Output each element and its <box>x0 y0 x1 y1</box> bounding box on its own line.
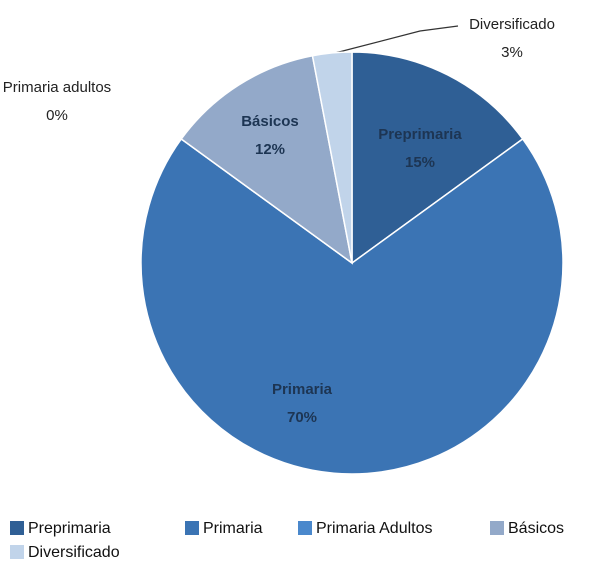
slice-value: 0% <box>46 107 68 124</box>
legend-label: Básicos <box>508 520 564 537</box>
slice-label: Básicos <box>241 113 299 130</box>
legend-label: Primaria <box>203 520 263 537</box>
legend-label: Primaria Adultos <box>316 520 433 537</box>
slice-label: Primaria adultos <box>3 79 111 96</box>
legend-swatch <box>10 521 24 535</box>
slice-label: Primaria <box>272 381 333 398</box>
legend-swatch <box>490 521 504 535</box>
pie-slice <box>311 51 353 264</box>
slice-label: Preprimaria <box>378 126 462 143</box>
legend-label: Diversificado <box>28 544 120 561</box>
pie-slice <box>351 51 524 265</box>
legend-swatch <box>298 521 312 535</box>
slice-value: 12% <box>255 141 285 158</box>
slice-value: 70% <box>287 409 317 426</box>
pie-slice <box>140 137 564 475</box>
slice-label: Diversificado <box>469 16 555 33</box>
pie-slice <box>180 54 354 265</box>
slice-value: 15% <box>405 154 435 171</box>
leader-line <box>334 25 459 54</box>
slice-value: 3% <box>501 44 523 61</box>
legend-swatch <box>185 521 199 535</box>
legend-swatch <box>10 545 24 559</box>
legend-label: Preprimaria <box>28 520 111 537</box>
